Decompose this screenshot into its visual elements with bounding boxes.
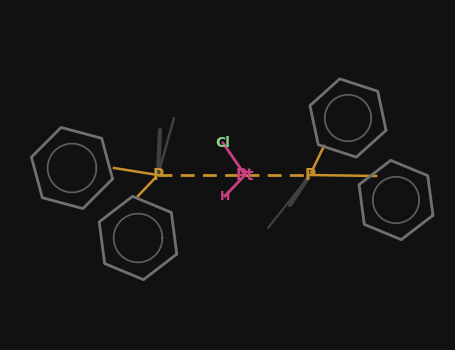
Text: Pt: Pt bbox=[236, 168, 254, 182]
Text: P: P bbox=[152, 168, 163, 182]
Text: P: P bbox=[304, 168, 316, 182]
Text: H: H bbox=[220, 189, 230, 203]
Text: Cl: Cl bbox=[216, 136, 230, 150]
